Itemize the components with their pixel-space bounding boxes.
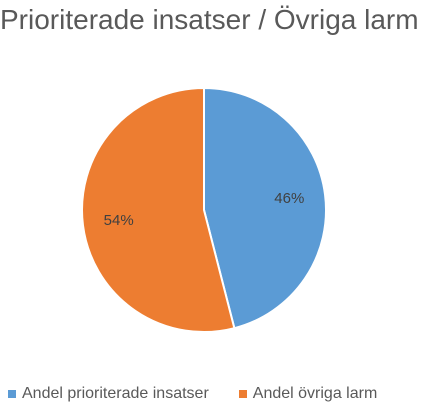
- pie-slice-prioriterade: [203, 86, 327, 330]
- legend-swatch-prioriterade: [8, 390, 16, 398]
- pie-slice-ovriga: [81, 86, 236, 333]
- legend-label-prioriterade: Andel prioriterade insatser: [22, 385, 209, 402]
- pie-chart: 46% 54%: [81, 86, 327, 333]
- slice-label-prioriterade: 46%: [274, 190, 304, 207]
- slice-label-ovriga: 54%: [104, 212, 134, 229]
- legend-item-prioriterade: Andel prioriterade insatser: [8, 385, 209, 403]
- chart-title: Prioriterade insatser / Övriga larm: [0, 4, 419, 35]
- legend-item-ovriga: Andel övriga larm: [238, 385, 378, 403]
- legend-label-ovriga: Andel övriga larm: [252, 385, 378, 402]
- legend-swatch-ovriga: [238, 390, 247, 398]
- chart-legend: Andel prioriterade insatser Andel övriga…: [8, 385, 428, 403]
